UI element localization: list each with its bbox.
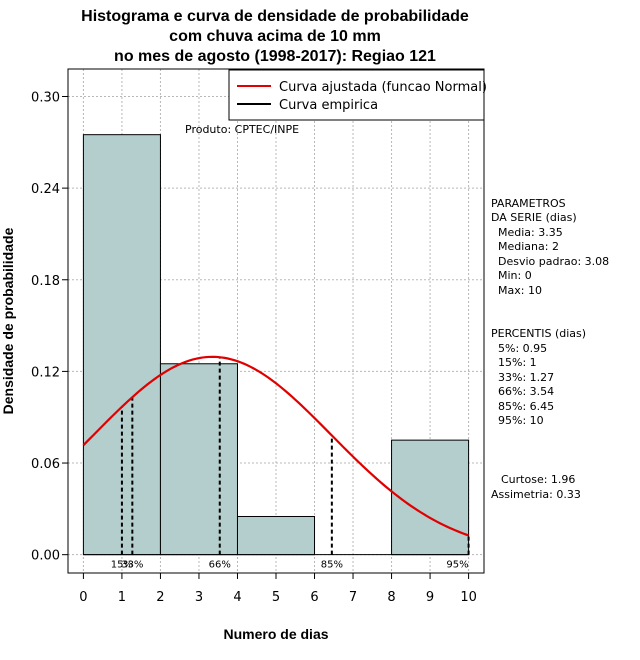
legend-label-empirical: Curva empirica xyxy=(279,98,378,113)
product-annotation: Produto: CPTEC/INPE xyxy=(185,123,299,136)
legend-label-normal: Curva ajustada (funcao Normal) xyxy=(279,80,487,95)
x-tick-label-0: 0 xyxy=(79,590,87,605)
param-media: Media: 3.35 xyxy=(498,226,563,239)
percentile-label-0: 15% xyxy=(111,560,133,571)
param-max: Max: 10 xyxy=(498,284,542,297)
x-tick-label-9: 9 xyxy=(426,590,434,605)
histogram-bar-1 xyxy=(159,363,238,556)
y-tick-label-1: 0.06 xyxy=(31,457,60,472)
x-tick-label-3: 3 xyxy=(195,590,203,605)
percentile-label-2: 66% xyxy=(209,560,231,571)
param-min: Min: 0 xyxy=(498,269,532,282)
percentil-33: 33%: 1.27 xyxy=(498,371,554,384)
histogram-bars xyxy=(82,134,470,556)
x-tick-label-2: 2 xyxy=(156,590,164,605)
percentis-title: PERCENTIS (dias) xyxy=(491,327,586,340)
assimetria-value: Assimetria: 0.33 xyxy=(491,488,581,501)
y-tick-label-5: 0.30 xyxy=(31,90,60,105)
histogram-bar-4 xyxy=(391,439,470,556)
percentil-15: 15%: 1 xyxy=(498,356,537,369)
x-tick-label-7: 7 xyxy=(349,590,357,605)
percentile-label-1: 33% xyxy=(121,560,143,571)
params-title-1: PARAMETROS xyxy=(491,197,566,210)
axes: 0 1 2 3 4 5 6 7 8 9 10 0.00 0.06 0.12 0.18 0.24 0.30 xyxy=(31,90,477,605)
percentile-label-3: 85% xyxy=(321,560,343,571)
param-mediana: Mediana: 2 xyxy=(498,240,559,253)
histogram-bar-2 xyxy=(236,515,316,556)
curtose-value: Curtose: 1.96 xyxy=(501,473,575,486)
normal-curve-layer xyxy=(82,355,469,537)
x-tick-label-4: 4 xyxy=(233,590,241,605)
percentil-95: 95%: 10 xyxy=(498,414,544,427)
x-tick-label-8: 8 xyxy=(387,590,395,605)
y-axis-label: Densidade de probabilidade xyxy=(0,227,16,414)
x-tick-label-1: 1 xyxy=(118,590,126,605)
chart-title-line-3: no mes de agosto (1998-2017): Regiao 121 xyxy=(114,48,436,65)
x-axis-label: Numero de dias xyxy=(223,626,328,642)
param-desvio: Desvio padrao: 3.08 xyxy=(498,255,609,268)
chart-title-line-1: Histograma e curva de densidade de proba… xyxy=(81,8,469,25)
percentil-66: 66%: 3.54 xyxy=(498,385,554,398)
percentil-5: 5%: 0.95 xyxy=(498,342,547,355)
y-tick-label-4: 0.24 xyxy=(31,182,60,197)
normal-curve xyxy=(82,355,469,537)
y-tick-label-3: 0.18 xyxy=(31,274,60,289)
y-tick-label-2: 0.12 xyxy=(31,365,60,380)
legend: Curva ajustada (funcao Normal) Curva emp… xyxy=(228,69,487,121)
percentil-85: 85%: 6.45 xyxy=(498,400,554,413)
y-tick-label-0: 0.00 xyxy=(31,549,60,564)
params-title-2: DA SERIE (dias) xyxy=(491,211,577,224)
percentile-lines xyxy=(120,357,470,555)
x-tick-label-5: 5 xyxy=(272,590,280,605)
legend-box xyxy=(228,69,485,121)
x-tick-label-10: 10 xyxy=(460,590,477,605)
x-tick-label-6: 6 xyxy=(310,590,318,605)
chart-title-line-2: com chuva acima de 10 mm xyxy=(169,28,381,45)
statistics-panel: PARAMETROS DA SERIE (dias) Media: 3.35 M… xyxy=(491,197,609,501)
percentile-label-4: 95% xyxy=(446,560,468,571)
percentile-labels: 15%33% 66% 85% 95% xyxy=(111,560,469,571)
